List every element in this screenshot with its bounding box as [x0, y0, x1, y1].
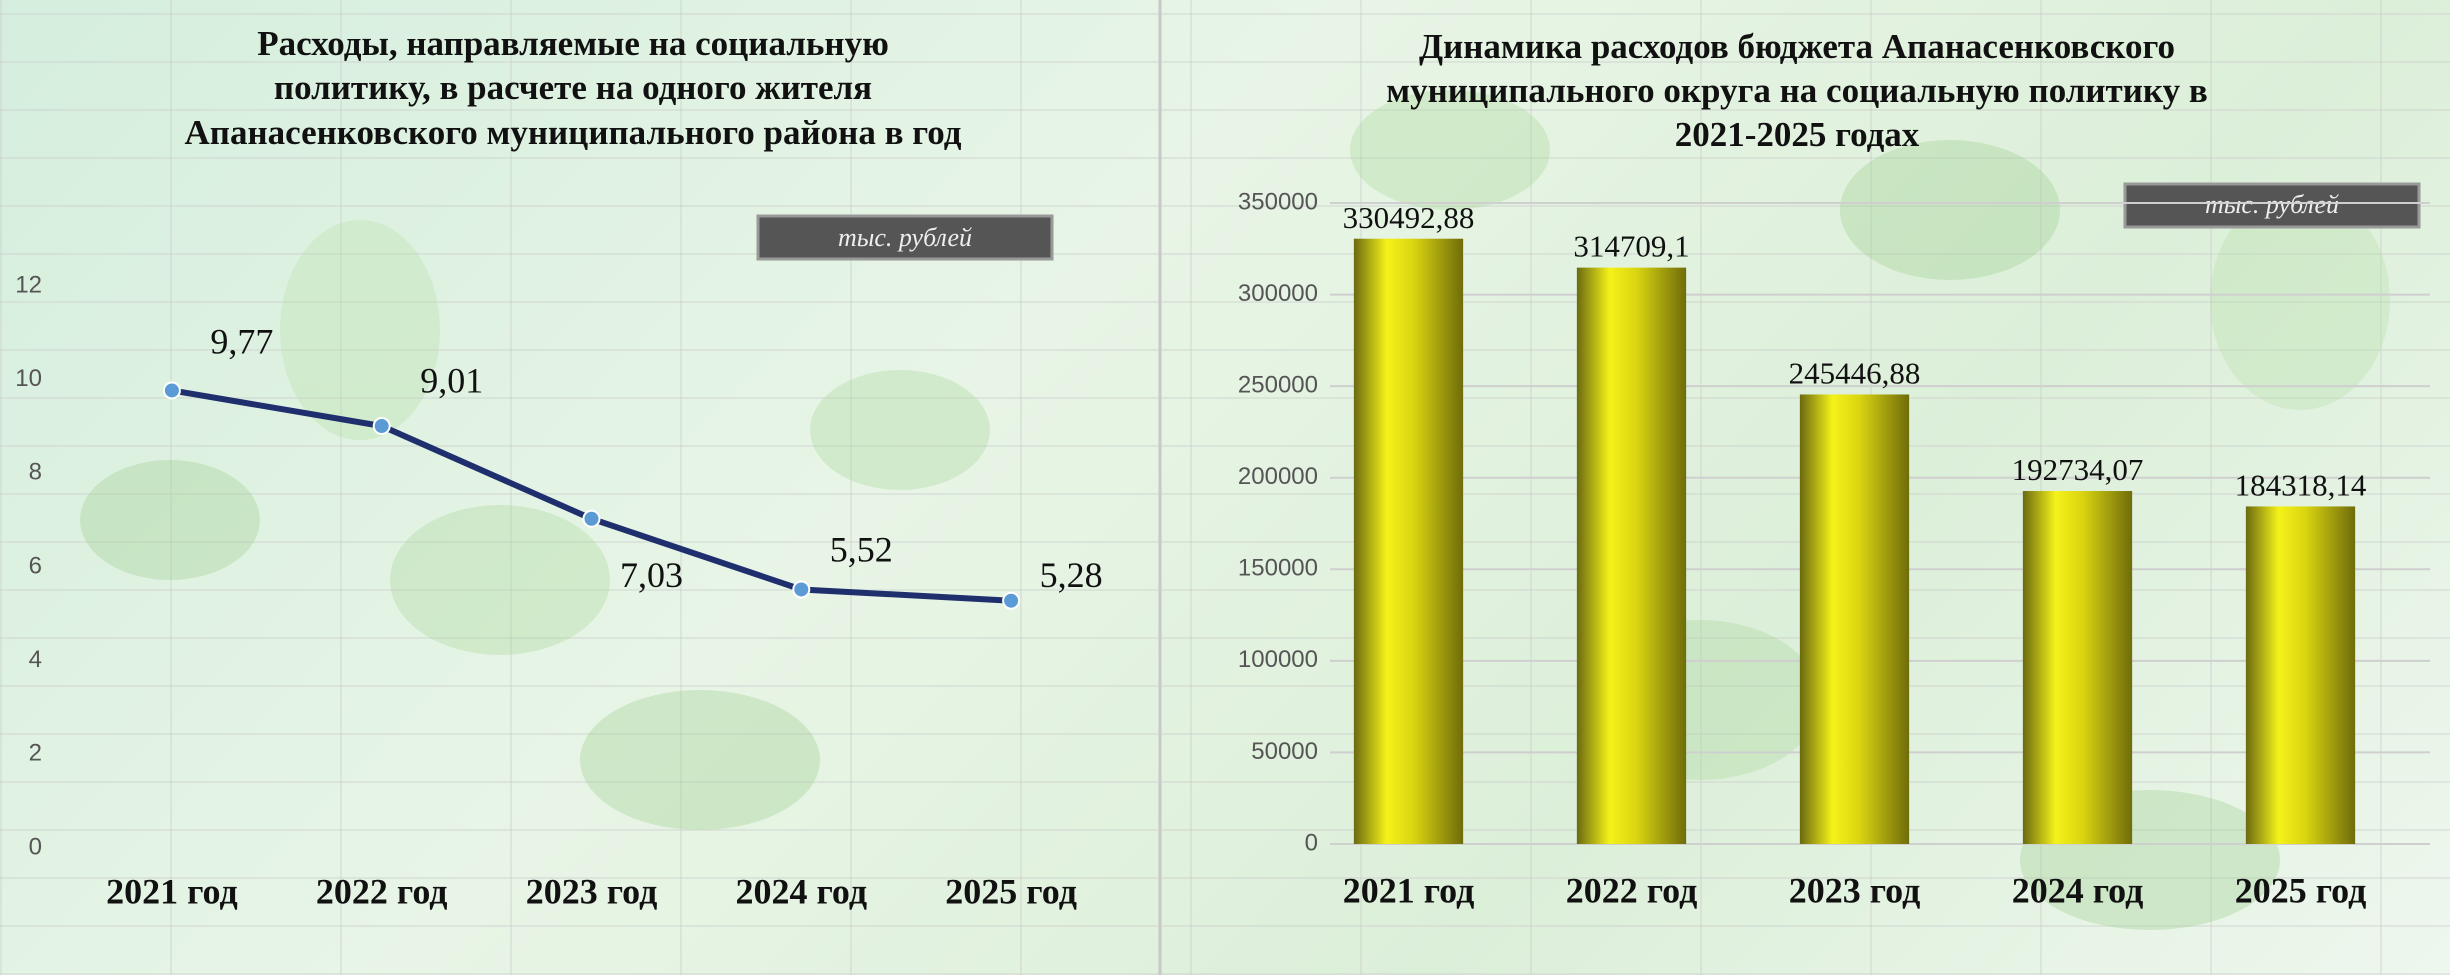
bar	[1799, 394, 1910, 844]
point	[372, 417, 391, 436]
y-tick-label: 12	[15, 271, 42, 298]
y-tick-label: 150000	[1238, 555, 1318, 582]
x-tick-label: 2024 год	[735, 871, 867, 911]
data-label: 192734,07	[2012, 452, 2144, 487]
y-tick-label: 100000	[1238, 646, 1318, 673]
x-tick-label: 2022 год	[1566, 870, 1698, 910]
data-label: 314709,1	[1573, 229, 1689, 264]
data-label: 330492,88	[1343, 200, 1475, 235]
unit-box	[2123, 182, 2421, 229]
y-tick-label: 50000	[1251, 738, 1318, 765]
y-tick-label: 250000	[1238, 371, 1318, 398]
y-tick-label: 10	[15, 365, 42, 392]
y-tick-label: 0	[29, 833, 42, 860]
chart-title: 2021-2025 годах	[1675, 115, 1920, 154]
data-label: 5,52	[830, 530, 893, 570]
x-tick-label: 2024 год	[2012, 870, 2144, 910]
data-label: 7,03	[620, 555, 683, 595]
bar	[1353, 238, 1464, 844]
x-tick-label: 2021 год	[1343, 870, 1475, 910]
chart-title: муниципального округа на социальную поли…	[1386, 71, 2207, 110]
x-tick-label: 2023 год	[526, 871, 658, 911]
x-tick-label: 2025 год	[945, 871, 1077, 911]
unit-box	[756, 214, 1054, 261]
y-tick-label: 300000	[1238, 280, 1318, 307]
y-tick-label: 200000	[1238, 463, 1318, 490]
unit-label: тыс. рублей	[838, 223, 972, 252]
y-tick-label: 6	[29, 552, 42, 579]
x-tick-label: 2021 год	[106, 871, 238, 911]
point	[582, 509, 601, 528]
y-tick-label: 8	[29, 459, 42, 486]
chart-title: Расходы, направляемые на социальную	[257, 24, 889, 63]
x-tick-label: 2025 год	[2235, 870, 2367, 910]
data-label: 9,01	[420, 360, 483, 400]
y-tick-label: 2	[29, 740, 42, 767]
unit-label: тыс. рублей	[2205, 190, 2339, 219]
x-tick-label: 2022 год	[316, 871, 448, 911]
y-tick-label: 0	[1305, 829, 1318, 856]
data-label: 9,77	[210, 322, 273, 362]
chart-title: политику, в расчете на одного жителя	[274, 68, 872, 107]
point	[792, 580, 811, 599]
chart-title: Апанасенковского муниципального района в…	[185, 113, 962, 152]
data-label: 5,28	[1040, 555, 1103, 595]
bar	[2022, 491, 2133, 844]
bar	[2245, 506, 2356, 844]
point	[162, 381, 181, 400]
data-label: 245446,88	[1789, 356, 1921, 391]
chart-title: Динамика расходов бюджета Апанасенковско…	[1419, 27, 2175, 66]
data-label: 184318,14	[2235, 468, 2367, 503]
point	[1002, 591, 1021, 610]
bar	[1576, 267, 1687, 844]
y-tick-label: 350000	[1238, 188, 1318, 215]
x-tick-label: 2023 год	[1789, 870, 1921, 910]
y-tick-label: 4	[29, 646, 42, 673]
